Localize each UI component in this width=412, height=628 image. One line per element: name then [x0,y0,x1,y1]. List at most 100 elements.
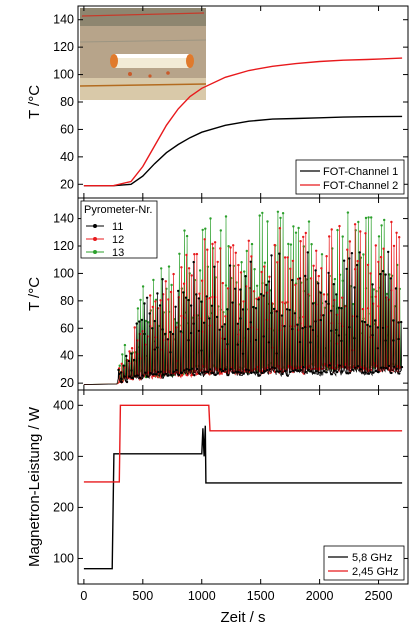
pyrometer-11-point [306,251,309,254]
pyrometer-11-point [343,366,346,369]
pyrometer-11-point [330,309,333,312]
pyrometer-11-point [237,370,240,374]
panel-3-series-2-line [83,404,403,483]
pyrometer-11-point [153,348,156,351]
pyrometer-11-point [322,314,325,317]
pyrometer-11-point [159,370,162,373]
pyrometer-12-point [322,293,326,296]
pyrometer-13-point [281,212,285,215]
pyrometer-11-point [169,373,173,377]
pyrometer-11-point [284,369,287,373]
pyrometer-11-point [330,329,333,332]
pyrometer-11-point [369,371,372,374]
pyrometer-11-point [355,263,359,267]
pyrometer-11-point [210,304,214,307]
legend-marker-p12 [93,237,97,241]
pyrometer-11-point [244,275,247,278]
legend-label-p11: 11 [112,221,123,233]
pyrometer-11-point [236,322,239,325]
pyrometer-13-point [263,261,267,264]
pyrometer-12-point [154,300,157,303]
pyrometer-11-point [192,260,195,264]
pyrometer-11-point [125,380,129,384]
pyrometer-13-point [320,253,324,256]
pyrometer-13-point [152,278,155,282]
pyrometer-13-point [279,216,282,220]
pyrometer-11-point [288,308,291,312]
pyrometer-11-point [148,312,151,315]
pyrometer-11-point [367,372,370,375]
pyrometer-11-point [353,337,356,340]
pyrometer-11-point [143,302,146,305]
pyrometer-11-point [192,322,195,325]
pyrometer-12-point [312,264,315,267]
pyrometer-11-point [120,380,124,384]
pyrometer-13-point [297,226,300,230]
pyrometer-11-point [231,301,234,304]
panel-3-series-1-line [83,425,403,570]
pyrometer-11-point [133,374,136,378]
pyrometer-11-point [247,327,250,331]
pyrometer-11-point [348,371,352,374]
pyrometer-11-point [177,373,181,377]
pyrometer-11-point [350,252,354,255]
pyrometer-11-point [257,298,260,301]
pyrometer-12-point [224,315,227,318]
pyrometer-11-point [276,370,279,373]
pyrometer-13-point [336,228,339,232]
pyrometer-11-point [361,320,364,323]
pyrometer-11-point [182,291,185,294]
pyrometer-12-point [320,267,323,270]
pyrometer-11-point [342,259,346,262]
x-tick-label: 0 [80,589,87,603]
pyrometer-11-point [338,364,341,367]
pyrometer-13-point [245,249,248,253]
pyrometer-13-point [255,284,259,287]
pyrometer-12-point [226,287,230,290]
pyrometer-11-point [201,371,204,374]
pyrometer-11-point [131,376,134,380]
pyrometer-12-point [268,275,271,278]
legend-label-p13: 13 [112,247,124,259]
pyrometer-13-point [383,218,386,222]
pyrometer-11-point [381,326,385,330]
pyrometer-11-point [283,325,286,328]
pyrometer-11-point [298,340,302,344]
pyrometer-12-point [348,240,352,243]
legend-title-pyrometer: Pyrometer-Nr. [84,204,152,216]
pyrometer-12-point [338,224,341,228]
pyrometer-12-point [190,274,193,277]
pyrometer-11-point [351,368,354,371]
pyrometer-11-point [255,371,258,374]
pyrometer-13-point [289,243,293,246]
pyrometer-11-point [232,371,235,374]
pyrometer-13-point [357,220,360,224]
pyrometer-13-point [250,242,254,246]
pyrometer-11-point [228,264,232,267]
pyrometer-11-point [267,280,271,283]
pyrometer-12-point [198,292,201,295]
pyrometer-11-point [172,370,175,373]
panel-1-ytick-label: 60 [60,122,74,136]
pyrometer-12-point [395,231,398,234]
pyrometer-11-point [119,371,123,374]
pyrometer-11-point [294,368,297,372]
pyrometer-11-point [146,375,149,378]
pyrometer-11-point [268,368,271,371]
pyrometer-13-point [341,279,344,282]
pyrometer-11-point [355,315,359,318]
pyrometer-11-point [239,288,242,291]
pyrometer-12-point [260,270,263,274]
pyrometer-11-point [156,346,159,349]
pyrometer-11-point [123,375,126,378]
pyrometer-12-point [366,263,370,267]
pyrometer-11-point [252,305,255,309]
panel-2-ytick-label: 120 [53,239,74,253]
pyrometer-11-point [236,343,239,346]
pyrometer-13-point [204,227,207,230]
pyrometer-12-point [187,267,191,270]
legend-panel-2: Pyrometer-Nr. 11 12 13 [80,200,158,259]
pyrometer-11-point [275,310,278,313]
pyrometer-11-point [368,325,372,328]
pyrometer-12-point [169,290,173,294]
